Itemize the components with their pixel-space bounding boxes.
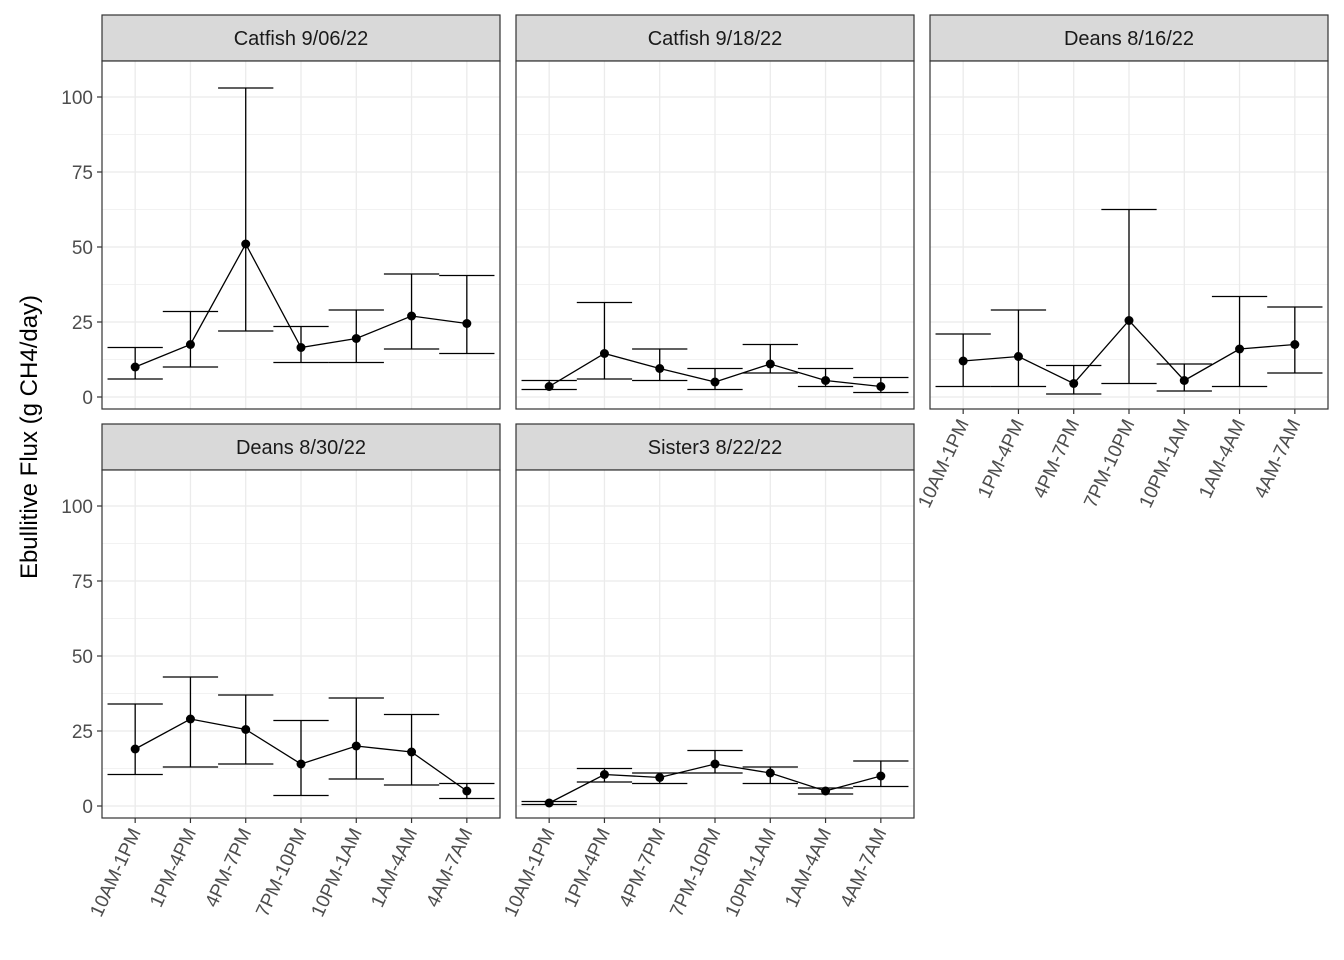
x-tick-label: 1AM-4AM: [1195, 416, 1250, 501]
facet-panel-2: Deans 8/16/22 10AM-1PM 1PM-4PM 4PM-7PM7PM-1…: [915, 14, 1329, 511]
x-tick-label: 4PM-7PM: [616, 825, 671, 910]
facet-strip: [101, 14, 501, 62]
error-bar: [439, 274, 495, 355]
error-bar: [273, 719, 329, 797]
error-bar: [107, 703, 163, 776]
data-point: [296, 343, 306, 352]
data-point: [1235, 344, 1245, 354]
panel-border: [515, 60, 915, 410]
error-bar: [576, 301, 633, 380]
facet-title: Deans 8/30/22: [236, 437, 366, 459]
x-tick-label: 7PM-10PM: [252, 825, 311, 920]
y-tick-label: 50: [72, 238, 93, 259]
data-point: [958, 356, 968, 366]
data-point: [710, 377, 720, 387]
x-tick-label: 4PM-7PM: [1030, 416, 1085, 501]
data-point: [1069, 379, 1079, 388]
y-tick-label: 100: [61, 88, 93, 109]
data-point: [821, 376, 831, 385]
error-bar: [1211, 295, 1268, 388]
data-point: [351, 334, 361, 343]
y-tick-label: 0: [82, 797, 93, 818]
facet-title: Catfish 9/06/22: [234, 28, 369, 50]
data-point: [1290, 340, 1300, 349]
facet-strip: [929, 14, 1329, 62]
x-tick-label: 10AM-1PM: [87, 825, 146, 920]
x-tick-label: 10PM-1AM: [722, 825, 781, 920]
y-tick-label: 25: [72, 722, 93, 743]
facet-title: Deans 8/16/22: [1064, 28, 1194, 50]
y-tick-label: 75: [72, 572, 93, 593]
data-point: [296, 759, 306, 769]
data-point: [544, 798, 554, 808]
data-point: [765, 359, 775, 369]
error-bar: [990, 309, 1047, 388]
facet-panel-0: Catfish 9/06/22 0 25 50 75 100: [61, 14, 501, 410]
data-point: [599, 770, 609, 779]
data-point: [407, 311, 417, 321]
data-point: [765, 768, 775, 778]
y-tick-label: 50: [72, 647, 93, 668]
y-tick-label: 0: [82, 388, 93, 409]
data-point: [241, 725, 251, 734]
data-point: [876, 382, 886, 391]
facet-panel-3: Deans 8/30/22 0 25 50 75 100 10AM-1PM 1PM-4PM 4P…: [61, 423, 501, 920]
data-point: [710, 759, 720, 769]
error-bar: [218, 87, 274, 332]
data-point: [351, 741, 361, 751]
y-tick-label: 100: [61, 497, 93, 518]
error-bar: [328, 697, 384, 780]
data-point: [1124, 316, 1134, 325]
x-tick-label: 4AM-7AM: [423, 825, 478, 910]
x-tick-label: 1PM-4PM: [974, 416, 1029, 501]
x-tick-label: 4AM-7AM: [837, 825, 892, 910]
facet-panel-4: Sister3 8/22/22 10AM-1PM 1PM-4PM 4PM-7PM7PM…: [501, 423, 915, 920]
x-tick-label: 7PM-10PM: [666, 825, 725, 920]
y-tick-label: 75: [72, 163, 93, 184]
data-point: [544, 382, 554, 391]
facet-title: Catfish 9/18/22: [648, 28, 783, 50]
y-tick-label: 25: [72, 313, 93, 334]
data-point: [876, 771, 886, 781]
data-point: [462, 786, 472, 796]
data-point: [185, 340, 195, 349]
data-point: [655, 364, 665, 373]
panel-border: [101, 60, 501, 410]
x-tick-label: 1PM-4PM: [146, 825, 201, 910]
x-tick-label: 1PM-4PM: [560, 825, 615, 910]
x-tick-label: 10PM-1AM: [1136, 416, 1195, 511]
data-point: [655, 773, 665, 782]
data-point: [462, 319, 472, 328]
data-point: [130, 744, 140, 754]
facet-strip: [101, 423, 501, 471]
y-axis-title: Ebullitive Flux (g CH4/day): [16, 295, 43, 579]
x-tick-label: 10AM-1PM: [501, 825, 560, 920]
data-point: [241, 239, 251, 249]
x-tick-label: 1AM-4AM: [367, 825, 422, 910]
facet-panel-1: Catfish 9/18/22: [515, 14, 915, 410]
data-point: [407, 747, 417, 757]
x-tick-label: 10PM-1AM: [308, 825, 367, 920]
x-tick-label: 1AM-4AM: [781, 825, 836, 910]
x-tick-label: 7PM-10PM: [1080, 416, 1139, 511]
data-point: [599, 349, 609, 358]
x-tick-label: 4PM-7PM: [202, 825, 257, 910]
data-point: [821, 786, 831, 796]
facet-strip: [515, 14, 915, 62]
error-bar: [1101, 208, 1157, 385]
data-point: [130, 362, 140, 372]
data-point: [1179, 376, 1189, 385]
data-point: [1013, 352, 1023, 361]
data-point: [185, 714, 195, 724]
x-tick-label: 4AM-7AM: [1251, 416, 1306, 501]
facet-title: Sister3 8/22/22: [648, 437, 783, 459]
x-tick-label: 10AM-1PM: [915, 416, 974, 511]
